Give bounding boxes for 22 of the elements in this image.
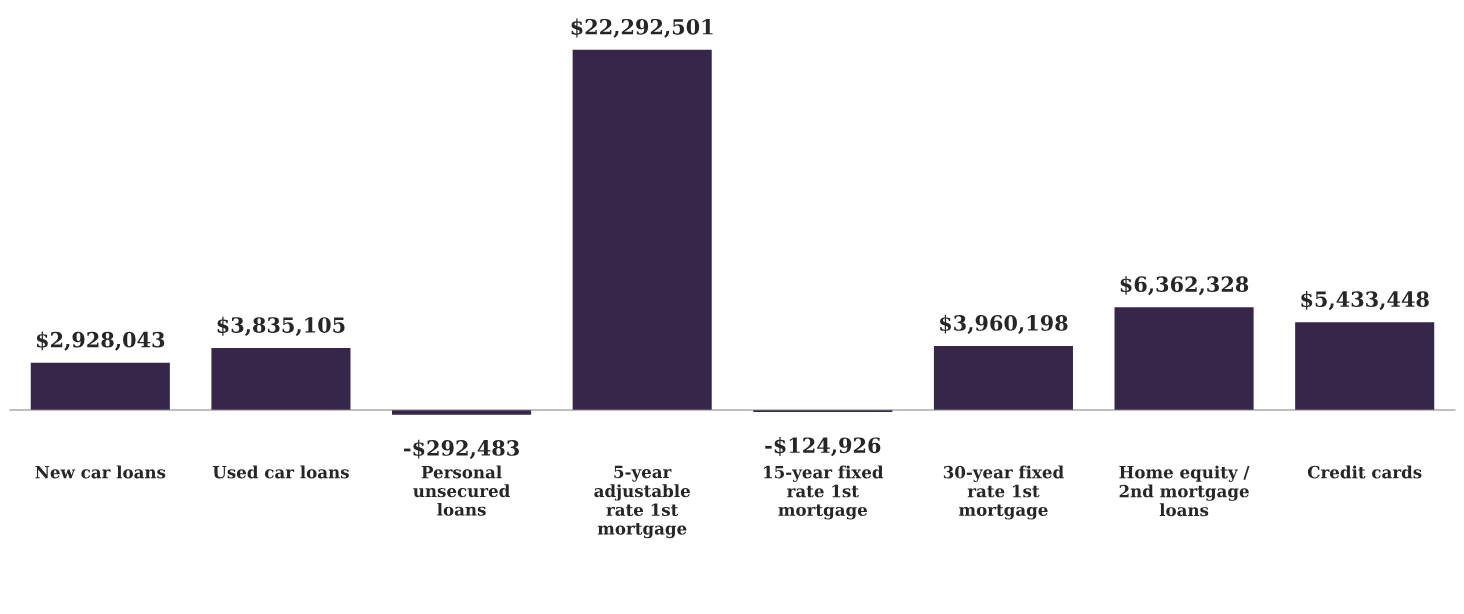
data-label: $2,928,043 xyxy=(36,331,165,351)
data-label: $22,292,501 xyxy=(571,18,713,38)
x-tick-label: Personal unsecured loans xyxy=(413,465,510,516)
bar xyxy=(211,348,351,411)
x-tick-label: Used car loans xyxy=(212,465,349,479)
bar xyxy=(30,362,170,411)
x-tick-label: New car loans xyxy=(35,465,166,479)
data-label: -$292,483 xyxy=(404,439,519,459)
x-tick-label: Credit cards xyxy=(1307,465,1422,479)
data-label: $3,835,105 xyxy=(217,316,345,337)
x-tick-label: Home equity / 2nd mortgage loans xyxy=(1119,465,1250,517)
data-label: $3,960,198 xyxy=(940,314,1068,335)
x-tick-label: 5-year adjustable rate 1st mortgage xyxy=(594,465,690,539)
x-tick-label: 30-year fixed rate 1st mortgage xyxy=(943,465,1064,520)
bar xyxy=(1295,322,1435,411)
data-label: $6,362,328 xyxy=(1120,275,1249,296)
data-label: -$124,926 xyxy=(765,437,881,457)
bar xyxy=(572,49,712,411)
bar xyxy=(933,346,1073,411)
data-label: $5,433,448 xyxy=(1301,290,1429,311)
bar xyxy=(1114,307,1254,411)
x-tick-label: 15-year fixed rate 1st mortgage xyxy=(764,465,884,520)
